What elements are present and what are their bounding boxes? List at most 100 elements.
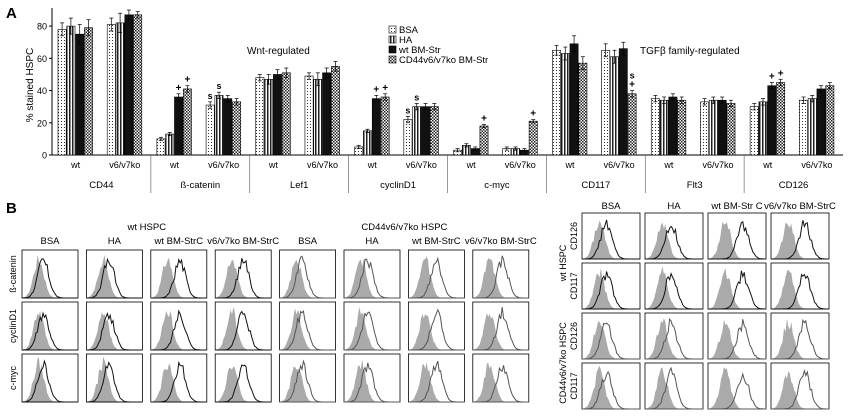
control-histogram — [708, 268, 766, 309]
stained-histogram — [645, 272, 703, 310]
bar — [380, 96, 390, 156]
column-label: BSA — [298, 236, 318, 247]
bar — [668, 96, 678, 156]
significance-mark: + — [481, 113, 487, 124]
column-label: BSA — [40, 236, 60, 247]
bar — [825, 85, 835, 156]
control-histogram — [771, 318, 829, 359]
column-label: wt BM-StrC — [154, 236, 204, 247]
row-label: CD126 — [569, 322, 579, 350]
bar — [273, 74, 282, 156]
bar — [528, 120, 538, 156]
stained-histogram — [472, 307, 529, 351]
x-sublabel: wt — [367, 160, 377, 170]
row-label: CD117 — [569, 272, 579, 299]
control-histogram — [472, 313, 529, 350]
bar — [313, 78, 323, 156]
bar — [601, 49, 611, 156]
control-histogram — [408, 256, 465, 298]
x-group-label: c-myc — [484, 180, 510, 191]
x-group-label: CD44 — [89, 180, 113, 191]
bar — [412, 106, 422, 156]
stained-histogram — [215, 364, 272, 403]
stained-histogram — [86, 257, 143, 299]
control-histogram — [645, 367, 703, 409]
control-histogram — [771, 370, 829, 409]
control-histogram — [708, 221, 766, 259]
column-label: HA — [365, 236, 379, 247]
row-label: ß-catenin — [8, 255, 18, 293]
control-histogram — [472, 362, 529, 402]
legend-swatch — [388, 45, 397, 54]
control-histogram — [582, 321, 640, 359]
stained-histogram — [279, 309, 336, 351]
annotation-tgfb: TGFβ family-regulated — [640, 46, 740, 57]
control-histogram — [150, 257, 207, 298]
control-histogram — [150, 363, 207, 402]
bar — [165, 133, 175, 156]
significance-mark: s — [216, 81, 221, 91]
bar — [677, 99, 687, 156]
significance-mark: + — [530, 109, 536, 120]
bar — [223, 98, 233, 156]
stained-histogram — [344, 258, 400, 299]
stained-histogram — [771, 318, 829, 360]
stained-histogram — [582, 271, 640, 310]
control-histogram — [344, 359, 400, 402]
legend-label: HA — [399, 35, 413, 46]
bar — [363, 130, 372, 156]
bar — [371, 98, 381, 156]
stained-histogram — [708, 372, 766, 410]
bar — [174, 96, 183, 156]
bar — [650, 98, 660, 156]
column-label: v6/v7ko BM-StrC — [764, 201, 836, 212]
x-group-label: CD126 — [779, 180, 809, 191]
bar — [182, 88, 192, 156]
bar — [708, 99, 718, 156]
control-histogram — [408, 314, 465, 350]
stained-histogram — [582, 322, 640, 360]
significance-mark: + — [382, 83, 388, 94]
x-sublabel: v6/v7ko — [406, 160, 437, 170]
bar — [133, 14, 143, 156]
legend-swatch — [388, 25, 397, 34]
x-sublabel: wt — [169, 160, 179, 170]
bar — [84, 27, 93, 156]
x-group-label: cyclinD1 — [380, 180, 416, 191]
stained-histogram — [472, 365, 529, 403]
bar — [57, 29, 67, 156]
bar — [429, 106, 439, 156]
significance-mark: + — [373, 84, 379, 95]
x-sublabel: wt — [564, 160, 574, 170]
group-header: wt HSPC — [127, 222, 167, 233]
stained-histogram — [771, 368, 829, 410]
y-tick-label: 80 — [37, 22, 47, 32]
control-histogram — [279, 366, 336, 402]
control-histogram — [344, 258, 400, 298]
bar — [255, 77, 265, 156]
significance-mark: + — [629, 80, 635, 91]
bar — [479, 125, 489, 156]
stained-histogram — [86, 361, 143, 403]
significance-mark: s — [414, 92, 419, 102]
x-group-label: CD117 — [581, 180, 610, 191]
control-histogram — [771, 222, 829, 259]
bar — [726, 103, 736, 156]
row-label: c-myc — [8, 366, 18, 390]
legend-label: CD44v6/v7ko BM-Str — [399, 55, 488, 66]
stained-histogram — [582, 219, 640, 260]
bar — [115, 22, 125, 156]
column-label: BSA — [601, 201, 621, 212]
stained-histogram — [150, 360, 207, 403]
control-histogram — [408, 362, 465, 402]
x-group-label: ß-catenin — [181, 180, 221, 191]
bar — [124, 14, 134, 156]
bar — [578, 62, 588, 156]
control-histogram — [215, 307, 272, 350]
bar — [758, 101, 768, 156]
row-label: CD126 — [569, 222, 579, 250]
column-label: v6/v7ko BM-StrC — [465, 236, 537, 247]
control-histogram — [582, 365, 640, 409]
control-histogram — [22, 311, 78, 350]
